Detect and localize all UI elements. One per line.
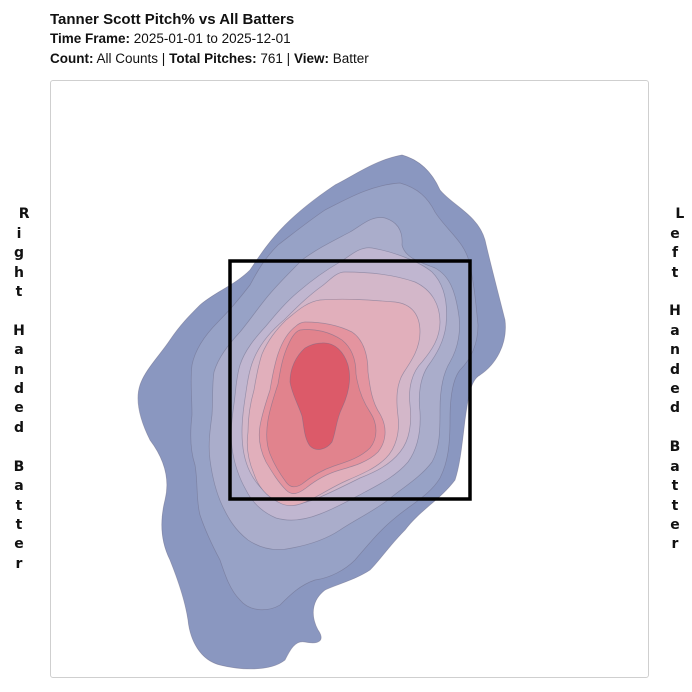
- view-label: View:: [293, 51, 329, 66]
- count-value: All Counts: [96, 51, 159, 66]
- count-label: Count:: [50, 51, 94, 66]
- pitch-heatmap: [137, 154, 506, 670]
- total-pitches-value: 761: [260, 51, 283, 66]
- left-handed-batter-text: L e f t H a n d e d B a t t e r: [669, 206, 685, 553]
- right-handed-batter-label: R i g h t H a n d e d B a t t e r: [9, 186, 29, 574]
- contour-layers: [137, 154, 506, 670]
- right-handed-batter-text: R i g h t H a n d e d B a t t e r: [13, 206, 30, 572]
- separator-1: |: [161, 51, 166, 66]
- left-handed-batter-label: L e f t H a n d e d B a t t e r: [665, 186, 685, 555]
- strike-zone: [228, 259, 472, 501]
- filter-line: Count: All Counts | Total Pitches: 761 |…: [50, 49, 369, 69]
- time-frame-line: Time Frame: 2025-01-01 to 2025-12-01: [50, 29, 369, 49]
- separator-2: |: [286, 51, 291, 66]
- time-frame-value: 2025-01-01 to 2025-12-01: [133, 31, 291, 46]
- contour-level-9: [289, 342, 350, 450]
- total-pitches-label: Total Pitches:: [169, 51, 257, 66]
- view-value: Batter: [332, 51, 369, 66]
- time-frame-label: Time Frame:: [50, 31, 131, 46]
- chart-title: Tanner Scott Pitch% vs All Batters: [50, 11, 295, 28]
- chart-header: Tanner Scott Pitch% vs All Batters Time …: [50, 10, 369, 69]
